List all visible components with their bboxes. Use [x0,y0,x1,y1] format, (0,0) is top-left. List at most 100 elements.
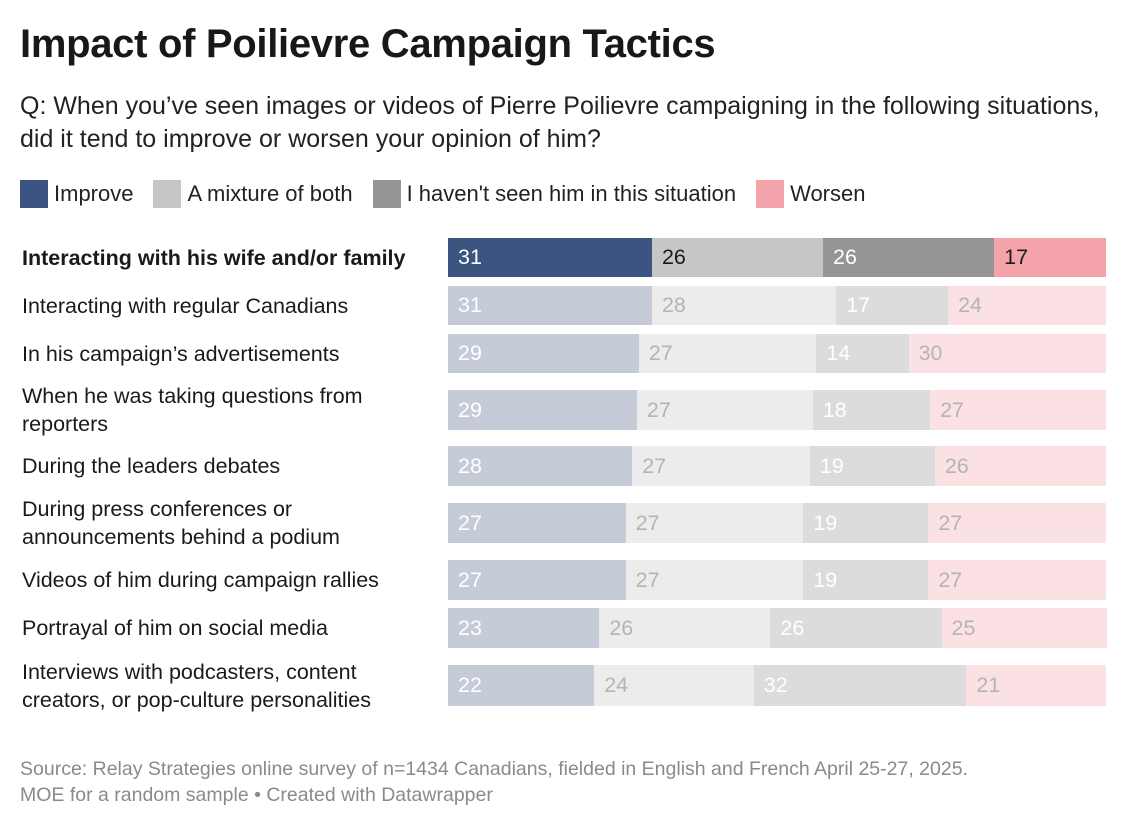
legend-label-worsen: Worsen [790,181,866,206]
row-label-2: In his campaign’s advertisements [22,341,340,366]
bar-improve-6 [448,560,627,600]
bar-worsen-8 [966,665,1107,706]
row-label-4: During the leaders debates [22,454,281,478]
source-line-2: MOE for a random sample • Created with D… [20,784,493,806]
bar-worsen-2 [908,334,1107,373]
bar-row-7: 23 26 26 25 [448,608,1107,648]
bar-mixture-1 [651,286,837,325]
row-label-8: Interviews with podcasters, content crea… [22,659,371,712]
bar-mixture-7 [599,608,771,648]
bar-improve-3 [448,390,638,430]
bar-not-seen-3 [812,390,931,430]
legend-label-improve: Improve [54,181,134,206]
value-label-worsen-0: 17 [1004,245,1029,269]
bar-improve-2 [448,334,640,373]
bar-row-6: 27 27 19 27 [448,560,1107,600]
value-label-worsen-4: 26 [944,453,969,478]
value-label-worsen-1: 24 [958,293,982,317]
value-label-worsen-7: 25 [951,615,976,640]
value-label-improve-7: 23 [458,615,482,640]
bar-not-seen-1 [836,286,949,325]
bar-not-seen-4 [809,446,936,486]
value-label-not-seen-1: 17 [846,293,871,317]
legend-item-not-seen: I haven't seen him in this situation [372,180,737,208]
bar-not-seen-7 [770,608,942,648]
legend-swatch-improve [20,180,48,208]
value-label-mixture-1: 28 [661,293,686,317]
legend-item-mixture: A mixture of both [153,180,353,208]
bar-row-4: 28 27 19 26 [448,446,1107,486]
chart-title: Impact of Poilievre Campaign Tactics [20,22,716,66]
value-label-worsen-8: 21 [976,673,1001,697]
value-label-not-seen-2: 14 [826,341,851,365]
chart-subtitle: Q: When you’ve seen images or videos of … [20,92,1100,153]
bar-mixture-6 [625,560,804,600]
legend-item-worsen: Worsen [756,180,865,208]
bar-worsen-6 [928,560,1107,600]
value-label-improve-2: 29 [458,341,482,365]
bar-row-3: 29 27 18 27 [448,390,1107,430]
bar-worsen-4 [934,446,1107,486]
bar-improve-4 [448,446,633,486]
value-label-improve-4: 28 [458,453,482,478]
bar-mixture-8 [594,665,755,706]
source-note: Source: Relay Strategies online survey o… [20,756,968,808]
value-label-improve-0: 31 [458,245,482,269]
bar-improve-7 [448,608,600,648]
bar-worsen-3 [930,390,1107,430]
bar-improve-0 [448,238,653,277]
value-label-improve-3: 29 [458,397,482,422]
value-label-not-seen-7: 26 [780,615,805,640]
bar-not-seen-6 [803,560,929,600]
value-label-mixture-2: 27 [648,341,673,365]
legend: Improve A mixture of both I haven't seen… [20,180,885,208]
value-label-not-seen-0: 26 [833,245,857,269]
value-label-worsen-3: 27 [940,397,965,422]
bar-mixture-2 [638,334,817,373]
bar-improve-1 [448,286,653,325]
value-label-improve-8: 22 [458,673,482,697]
bar-row-5: 27 27 19 27 [448,503,1107,543]
bar-mixture-3 [636,390,814,430]
value-label-mixture-3: 27 [646,397,671,422]
value-label-not-seen-4: 19 [819,453,844,478]
value-label-improve-1: 31 [458,293,482,317]
value-label-worsen-6: 27 [938,567,963,592]
bar-improve-5 [448,503,627,543]
value-label-mixture-0: 26 [661,245,686,269]
bar-row-1: 31 28 17 24 [448,286,1107,325]
bar-improve-8 [448,665,595,706]
bar-worsen-0 [994,238,1107,277]
value-label-not-seen-8: 32 [763,673,788,697]
row-label-5: During press conferences or announcement… [22,497,340,549]
row-label-7: Portrayal of him on social media [22,616,328,640]
bar-not-seen-2 [816,334,910,373]
value-label-mixture-4: 27 [642,453,667,478]
value-label-mixture-6: 27 [635,567,660,592]
value-label-worsen-2: 30 [918,341,943,365]
bar-row-8: 22 24 32 21 [448,665,1107,706]
value-label-mixture-7: 26 [609,615,634,640]
row-label-1: Interacting with regular Canadians [22,293,349,318]
bar-not-seen-5 [803,503,929,543]
bar-row-0: 31 26 26 17 [448,238,1107,277]
value-label-not-seen-5: 19 [813,510,838,535]
value-label-not-seen-3: 18 [822,397,847,422]
bar-worsen-5 [928,503,1107,543]
bar-mixture-0 [651,238,824,277]
legend-label-not-seen: I haven't seen him in this situation [406,181,737,206]
legend-label-mixture: A mixture of both [187,181,353,206]
bar-worsen-1 [948,286,1107,325]
bar-not-seen-0 [823,238,995,277]
value-label-not-seen-6: 19 [813,567,838,592]
value-label-improve-6: 27 [458,567,482,592]
row-label-6: Videos of him during campaign rallies [22,568,379,592]
source-line-1: Source: Relay Strategies online survey o… [20,758,968,780]
bar-worsen-7 [941,608,1107,648]
legend-swatch-mixture [153,180,182,208]
value-label-worsen-5: 27 [938,510,963,535]
row-label-3: When he was taking questions from report… [22,384,363,436]
bar-mixture-5 [625,503,804,543]
bar-mixture-4 [632,446,811,486]
